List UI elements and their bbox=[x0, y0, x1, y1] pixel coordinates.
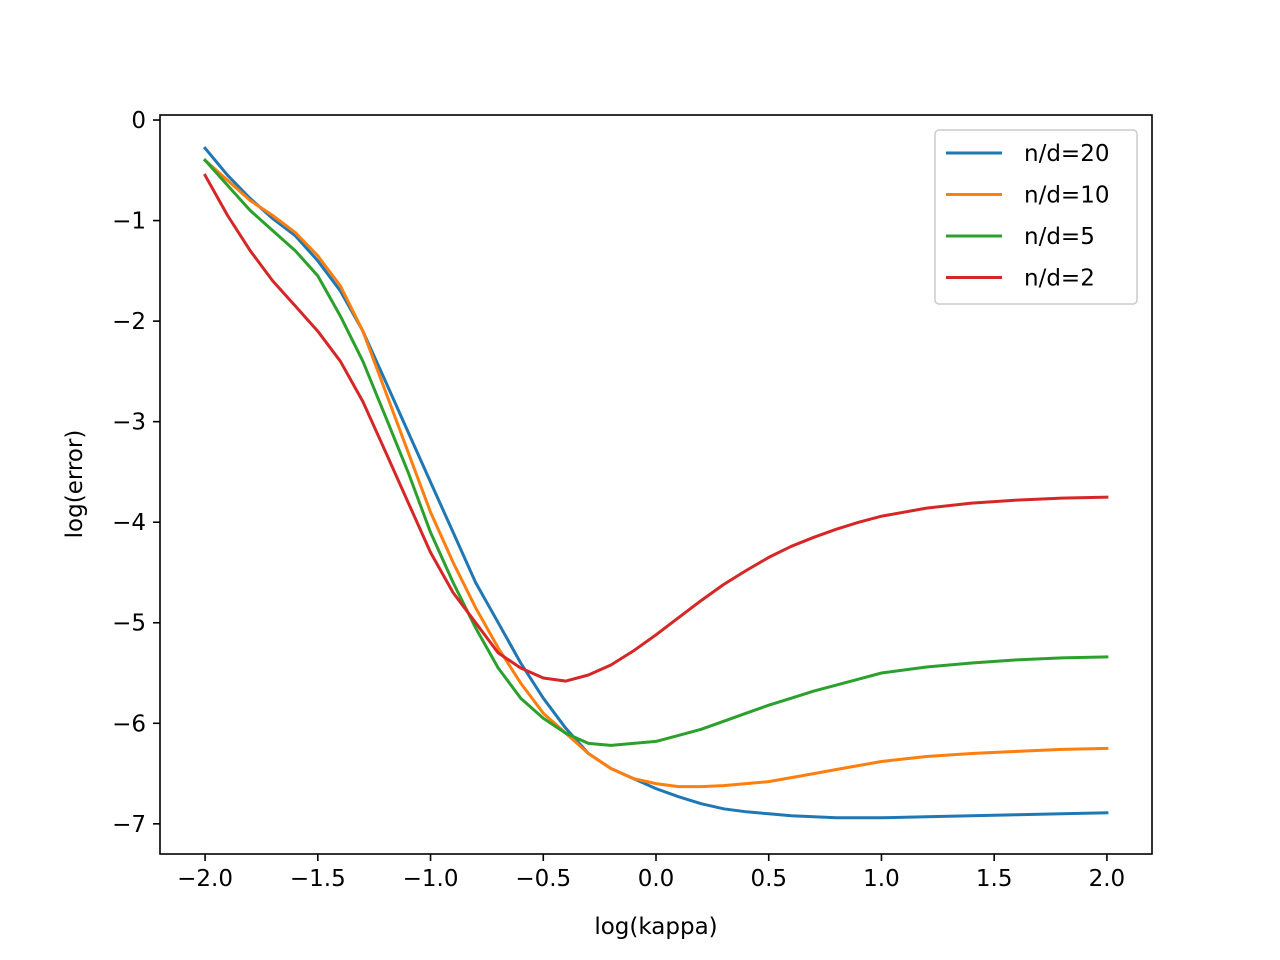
legend-label-0: n/d=20 bbox=[1024, 141, 1109, 167]
y-axis-ticks: 0 −1 −2 −3 −4 −5 −6 −7 bbox=[112, 108, 160, 838]
x-tick-label: −2.0 bbox=[177, 866, 233, 892]
x-tick-label: −1.5 bbox=[290, 866, 346, 892]
y-axis-label: log(error) bbox=[62, 430, 88, 539]
x-tick-label: 1.0 bbox=[863, 866, 900, 892]
y-tick-label: 0 bbox=[131, 108, 146, 134]
y-tick-label: −7 bbox=[112, 812, 146, 838]
series-line-1 bbox=[202, 158, 1109, 789]
x-tick-label: −0.5 bbox=[515, 866, 571, 892]
x-tick-label: −1.0 bbox=[403, 866, 459, 892]
series-line-3 bbox=[203, 173, 1109, 683]
legend-box bbox=[934, 129, 1138, 305]
x-tick-label: 0.0 bbox=[638, 866, 675, 892]
y-tick-label: −1 bbox=[112, 209, 146, 235]
x-axis-label: log(kappa) bbox=[594, 914, 717, 940]
x-tick-label: 2.0 bbox=[1089, 866, 1126, 892]
legend-label-2: n/d=5 bbox=[1024, 224, 1095, 250]
series-line-2 bbox=[202, 158, 1109, 747]
x-axis-ticks: −2.0 −1.5 −1.0 −0.5 0.0 0.5 1.0 1.5 2.0 bbox=[177, 854, 1125, 892]
legend-label-3: n/d=2 bbox=[1024, 266, 1095, 292]
x-tick-label: 0.5 bbox=[750, 866, 787, 892]
x-tick-label: 1.5 bbox=[976, 866, 1013, 892]
series-lines bbox=[202, 146, 1109, 820]
legend-items: n/d=20 n/d=10 n/d=5 n/d=2 bbox=[946, 141, 1109, 292]
y-tick-label: −3 bbox=[112, 410, 146, 436]
y-tick-label: −2 bbox=[112, 309, 146, 335]
legend: n/d=20 n/d=10 n/d=5 n/d=2 bbox=[934, 129, 1138, 305]
y-tick-label: −6 bbox=[112, 711, 146, 737]
y-tick-label: −5 bbox=[112, 611, 146, 637]
y-tick-label: −4 bbox=[112, 510, 146, 536]
legend-label-1: n/d=10 bbox=[1024, 183, 1109, 209]
